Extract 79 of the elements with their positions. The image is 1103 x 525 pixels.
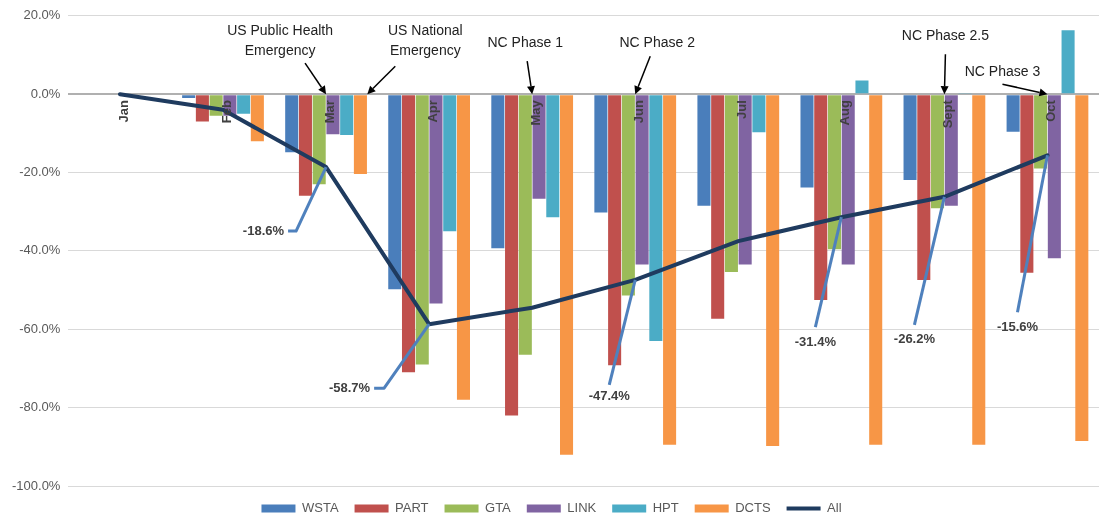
bar [594,95,608,213]
y-tick-label: -80.0% [19,399,61,415]
bar [182,95,196,99]
bar [649,95,663,342]
bar [800,95,814,188]
bar [456,95,470,400]
x-tick-label: Sept [939,99,955,129]
data-label: -15.6% [996,318,1039,334]
data-label: -26.2% [893,331,936,347]
annotation: US National Emergency [387,22,463,59]
bar [388,95,402,290]
bar [1020,95,1034,273]
bar [724,95,738,273]
bar [429,95,443,304]
bar [546,95,560,218]
data-label: -18.6% [242,222,285,238]
x-tick-label: Jan [115,100,131,123]
bar [931,95,945,209]
annotation: US Public Health Emergency [227,22,333,59]
legend-label: All [827,500,842,516]
annotation: NC Phase 2 [619,34,696,51]
bar [827,95,842,250]
y-tick-label: -60.0% [19,320,61,336]
bar [298,95,312,196]
bar [972,95,986,445]
bar [841,95,855,265]
x-tick-label: Jul [733,100,749,119]
bar [443,95,457,232]
bar [663,95,677,445]
bar [353,95,367,175]
bar [285,95,299,153]
bar [560,95,574,455]
legend-label: PART [395,500,429,516]
bar [491,95,505,249]
x-tick-label: Apr [424,100,440,123]
y-tick-label: -100.0% [12,477,61,493]
bar [608,95,622,366]
legend-label: WSTA [301,500,339,516]
data-label: -58.7% [328,379,371,395]
x-tick-label: Mar [321,100,337,124]
bar [340,95,354,135]
bar [869,95,883,445]
x-tick-label: Oct [1043,99,1059,122]
x-tick-label: Aug [836,100,852,126]
y-tick-label: -20.0% [19,164,61,180]
annotation: NC Phase 2.5 [901,27,990,44]
bar [401,95,416,373]
bar [415,95,429,365]
bar [518,95,532,355]
data-label: -31.4% [794,333,837,349]
bar [814,95,828,300]
y-tick-label: 0.0% [30,85,61,101]
bar [1075,95,1089,441]
bar [855,80,869,94]
bar [917,95,931,280]
bar [697,95,711,206]
bar [711,95,725,319]
bar [621,95,635,296]
bar [505,95,519,416]
bar [738,95,752,265]
bar [237,95,251,114]
annotation: NC Phase 3 [964,63,1041,80]
bar [766,95,780,447]
bar [752,95,766,133]
y-tick-label: -40.0% [19,242,61,258]
y-tick-label: 20.0% [23,7,61,23]
bar [1047,95,1061,259]
legend-label: DCTS [735,500,771,516]
x-tick-label: May [527,99,543,126]
bar [250,95,264,142]
legend-label: HPT [652,500,679,516]
x-tick-label: Jun [630,100,646,124]
annotation: NC Phase 1 [487,34,564,51]
legend-label: LINK [567,500,597,516]
bar [1006,95,1020,132]
legend-label: GTA [485,500,512,516]
data-label: -47.4% [588,388,631,404]
bar [1061,30,1075,94]
bar [903,95,917,180]
